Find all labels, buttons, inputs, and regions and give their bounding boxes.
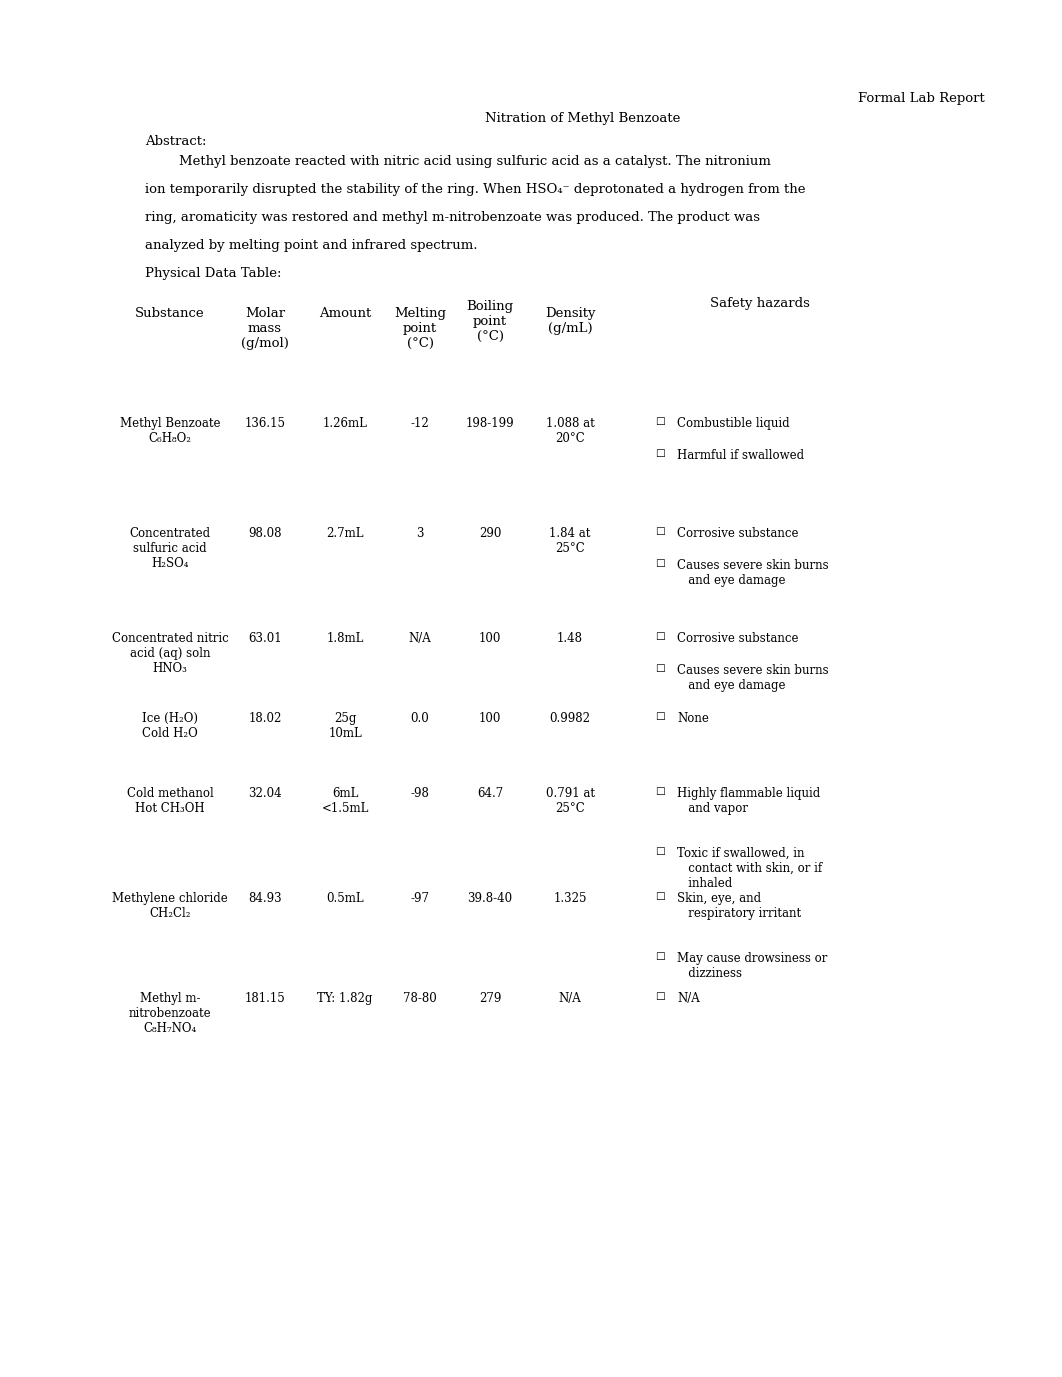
Text: 1.088 at
20°C: 1.088 at 20°C [546,417,595,445]
Text: -12: -12 [411,417,429,430]
Text: Harmful if swallowed: Harmful if swallowed [676,449,804,463]
Text: Substance: Substance [135,307,205,319]
Text: Concentrated
sulfuric acid
H₂SO₄: Concentrated sulfuric acid H₂SO₄ [130,527,210,570]
Text: 100: 100 [479,712,501,726]
Text: Cold methanol
Hot CH₃OH: Cold methanol Hot CH₃OH [126,788,213,815]
Text: TY: 1.82g: TY: 1.82g [318,991,373,1005]
Text: Physical Data Table:: Physical Data Table: [145,267,281,280]
Text: Combustible liquid: Combustible liquid [676,417,790,430]
Text: -97: -97 [411,892,429,905]
Text: □: □ [655,712,665,722]
Text: 3: 3 [416,527,424,540]
Text: N/A: N/A [559,991,581,1005]
Text: 98.08: 98.08 [249,527,281,540]
Text: 84.93: 84.93 [249,892,281,905]
Text: Causes severe skin burns
   and eye damage: Causes severe skin burns and eye damage [676,664,828,693]
Text: 1.26mL: 1.26mL [323,417,367,430]
Text: □: □ [655,952,665,961]
Text: Highly flammable liquid
   and vapor: Highly flammable liquid and vapor [676,788,820,815]
Text: 2.7mL: 2.7mL [326,527,364,540]
Text: Boiling
point
(°C): Boiling point (°C) [466,300,514,343]
Text: Methyl benzoate reacted with nitric acid using sulfuric acid as a catalyst. The : Methyl benzoate reacted with nitric acid… [145,156,771,168]
Text: 1.8mL: 1.8mL [326,632,363,644]
Text: 0.5mL: 0.5mL [326,892,364,905]
Text: Amount: Amount [319,307,371,319]
Text: Methyl m-
nitrobenzoate
C₈H₇NO₄: Methyl m- nitrobenzoate C₈H₇NO₄ [129,991,211,1036]
Text: Corrosive substance: Corrosive substance [676,632,799,644]
Text: analyzed by melting point and infrared spectrum.: analyzed by melting point and infrared s… [145,240,478,252]
Text: □: □ [655,991,665,1001]
Text: □: □ [655,527,665,536]
Text: 279: 279 [479,991,501,1005]
Text: Abstract:: Abstract: [145,135,206,147]
Text: Formal Lab Report: Formal Lab Report [858,92,984,105]
Text: -98: -98 [411,788,429,800]
Text: 18.02: 18.02 [249,712,281,726]
Text: Toxic if swallowed, in
   contact with skin, or if
   inhaled: Toxic if swallowed, in contact with skin… [676,847,822,890]
Text: 32.04: 32.04 [249,788,281,800]
Text: Melting
point
(°C): Melting point (°C) [394,307,446,350]
Text: 0.791 at
25°C: 0.791 at 25°C [546,788,595,815]
Text: ring, aromaticity was restored and methyl m-nitrobenzoate was produced. The prod: ring, aromaticity was restored and methy… [145,211,760,224]
Text: 290: 290 [479,527,501,540]
Text: 0.0: 0.0 [411,712,429,726]
Text: □: □ [655,892,665,901]
Text: □: □ [655,417,665,425]
Text: 100: 100 [479,632,501,644]
Text: Methylene chloride
CH₂Cl₂: Methylene chloride CH₂Cl₂ [113,892,228,920]
Text: 6mL
<1.5mL: 6mL <1.5mL [322,788,369,815]
Text: Safety hazards: Safety hazards [710,297,810,310]
Text: □: □ [655,847,665,856]
Text: 64.7: 64.7 [477,788,503,800]
Text: □: □ [655,788,665,796]
Text: □: □ [655,559,665,567]
Text: 0.9982: 0.9982 [549,712,590,726]
Text: Skin, eye, and
   respiratory irritant: Skin, eye, and respiratory irritant [676,892,801,920]
Text: None: None [676,712,708,726]
Text: □: □ [655,664,665,673]
Text: 1.84 at
25°C: 1.84 at 25°C [549,527,590,555]
Text: Nitration of Methyl Benzoate: Nitration of Methyl Benzoate [485,112,680,125]
Text: 63.01: 63.01 [249,632,281,644]
Text: Density
(g/mL): Density (g/mL) [545,307,595,335]
Text: N/A: N/A [676,991,700,1005]
Text: Corrosive substance: Corrosive substance [676,527,799,540]
Text: N/A: N/A [409,632,431,644]
Text: 78-80: 78-80 [404,991,436,1005]
Text: □: □ [655,632,665,642]
Text: May cause drowsiness or
   dizziness: May cause drowsiness or dizziness [676,952,827,980]
Text: Molar
mass
(g/mol): Molar mass (g/mol) [241,307,289,350]
Text: Ice (H₂O)
Cold H₂O: Ice (H₂O) Cold H₂O [142,712,198,739]
Text: Concentrated nitric
acid (aq) soln
HNO₃: Concentrated nitric acid (aq) soln HNO₃ [112,632,228,675]
Text: Methyl Benzoate
C₆H₈O₂: Methyl Benzoate C₆H₈O₂ [120,417,220,445]
Text: 136.15: 136.15 [244,417,286,430]
Text: 1.48: 1.48 [556,632,583,644]
Text: Causes severe skin burns
   and eye damage: Causes severe skin burns and eye damage [676,559,828,587]
Text: 39.8-40: 39.8-40 [467,892,513,905]
Text: ion temporarily disrupted the stability of the ring. When HSO₄⁻ deprotonated a h: ion temporarily disrupted the stability … [145,183,805,196]
Text: 181.15: 181.15 [244,991,286,1005]
Text: 25g
10mL: 25g 10mL [328,712,362,739]
Text: 198-199: 198-199 [466,417,514,430]
Text: 1.325: 1.325 [553,892,586,905]
Text: □: □ [655,449,665,459]
